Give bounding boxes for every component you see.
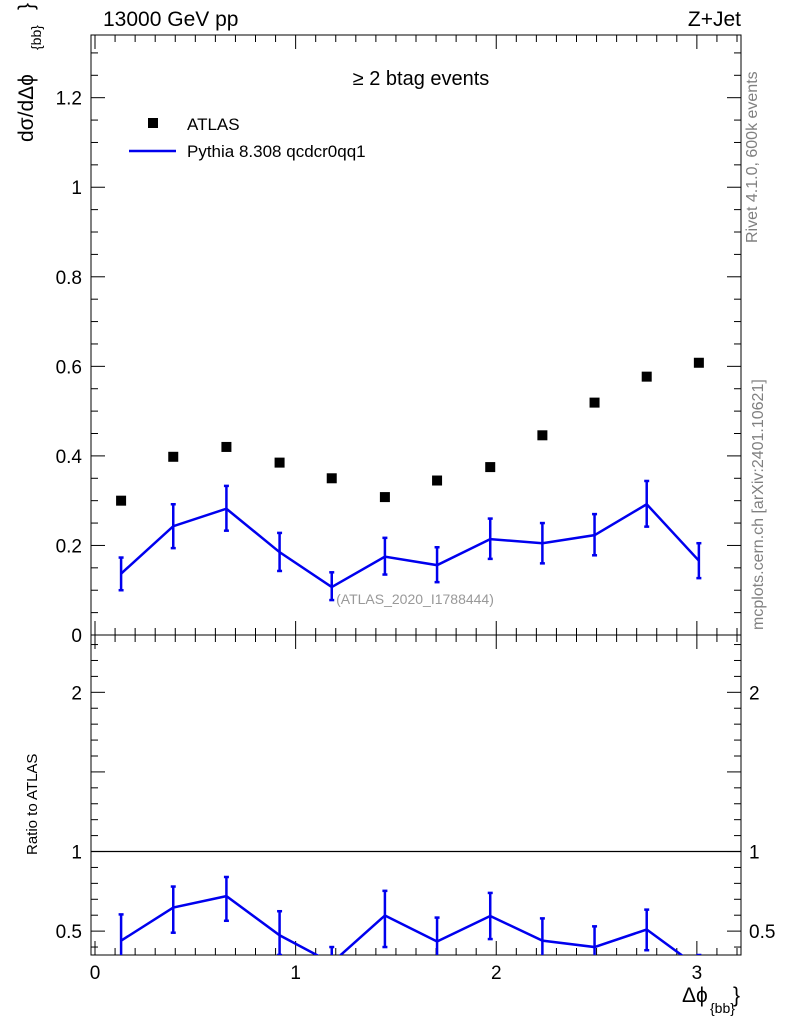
x-axis-label-sub: {bb} [710, 1000, 735, 1016]
panel-title: ≥ 2 btag events [353, 68, 490, 90]
x-axis-label: Δϕ [682, 984, 708, 1007]
main-y-axis-label-text: dσ/dΔϕ [15, 74, 38, 142]
atlas-data-point [589, 397, 600, 408]
main-y-tick-label: 1 [71, 178, 82, 199]
energy-label: 13000 GeV pp [103, 8, 239, 31]
atlas-data-point [221, 441, 232, 452]
ratio-y-tick-label: 2 [71, 683, 82, 704]
x-axis-label-brace: } [733, 984, 740, 1007]
atlas-data-point [326, 473, 337, 484]
mc-series-line [120, 502, 700, 589]
main-plot-area [116, 357, 704, 602]
main-y-axis-label-sub: {bb} [28, 25, 44, 50]
x-tick-label: 0 [90, 963, 101, 984]
legend-mc-label: Pythia 8.308 qcdcr0qq1 [187, 142, 366, 161]
atlas-data-point [693, 357, 704, 368]
atlas-data-point [485, 462, 496, 473]
ratio-y-tick-label-right: 0.5 [749, 922, 775, 943]
main-y-tick-label: 1.2 [56, 89, 82, 110]
atlas-data-point [274, 457, 285, 468]
main-y-tick-label: 0.2 [56, 536, 82, 557]
atlas-data-point [432, 475, 443, 486]
ratio-y-tick-label: 0.5 [56, 922, 82, 943]
ratio-y-axis-label-text: Ratio to ATLAS [24, 754, 41, 855]
main-y-axis-label-brace: } [15, 3, 38, 10]
main-y-axis-label: dσ/dΔϕ {bb}} [15, 3, 44, 142]
x-tick-label: 3 [692, 963, 703, 984]
ratio-plot-frame [90, 634, 742, 956]
atlas-data-point [537, 430, 548, 441]
x-tick-label: 1 [290, 963, 301, 984]
legend-atlas-label: ATLAS [187, 115, 240, 134]
ratio-y-tick-label-right: 2 [749, 683, 760, 704]
atlas-data-point [116, 495, 127, 506]
analysis-watermark: (ATLAS_2020_I1788444) [336, 591, 494, 607]
legend-atlas-marker [148, 118, 158, 128]
atlas-data-point [168, 451, 179, 462]
main-y-tick-label: 0.8 [56, 268, 82, 289]
main-y-tick-label: 0.6 [56, 357, 82, 378]
process-label: Z+Jet [687, 8, 741, 31]
ratio-series-line [120, 894, 684, 955]
main-y-tick-label: 0.4 [56, 447, 83, 468]
ratio-y-tick-label: 1 [71, 843, 82, 864]
ratio-y-axis-label: Ratio to ATLAS [24, 754, 41, 855]
ratio-y-tick-label-right: 1 [749, 843, 760, 864]
main-y-tick-label: 0 [71, 626, 82, 647]
atlas-data-point [641, 371, 652, 382]
x-tick-label: 2 [491, 963, 502, 984]
ratio-plot-area [91, 850, 741, 955]
atlas-data-point [379, 492, 390, 503]
